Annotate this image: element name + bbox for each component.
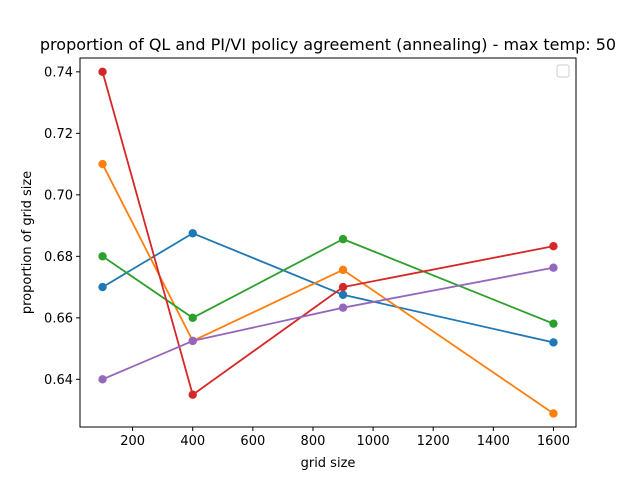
- data-point: [98, 159, 107, 169]
- plot-frame: [79, 57, 577, 428]
- x-axis-label: grid size: [301, 456, 356, 471]
- y-tick-label: 0.70: [44, 188, 73, 203]
- data-point: [338, 234, 348, 244]
- data-point: [98, 375, 107, 384]
- data-point: [98, 282, 107, 292]
- x-tick-label: 1200: [417, 434, 450, 449]
- series-line: [101, 266, 555, 381]
- y-tick-label: 0.74: [44, 65, 73, 80]
- x-ticks: 200 400 600 800 1000 1200 1400 1600: [120, 427, 570, 449]
- data-point: [98, 252, 107, 261]
- data-point: [98, 67, 107, 77]
- data-point: [188, 390, 197, 399]
- legend-box: [556, 64, 570, 78]
- data-point: [188, 336, 197, 346]
- series-line: [101, 238, 555, 325]
- data-point: [549, 409, 558, 418]
- y-tick-label: 0.66: [44, 311, 73, 326]
- data-point: [549, 319, 558, 328]
- y-ticks: 0.64 0.66 0.68 0.70 0.72 0.74: [44, 65, 80, 388]
- x-tick-label: 200: [120, 434, 145, 449]
- series-layer: [98, 67, 558, 418]
- data-point: [338, 265, 348, 275]
- series-4: [98, 67, 558, 399]
- series-3: [98, 234, 558, 328]
- axes-layer: [79, 57, 577, 428]
- series-5: [98, 263, 558, 384]
- x-tick-label: 600: [240, 434, 265, 449]
- x-tick-label: 1400: [477, 434, 510, 449]
- data-point: [338, 303, 348, 312]
- y-tick-label: 0.64: [44, 373, 73, 388]
- x-tick-label: 1000: [357, 434, 390, 449]
- data-point: [188, 313, 197, 323]
- data-point: [549, 241, 558, 251]
- data-point: [549, 263, 558, 272]
- x-tick-label: 400: [180, 434, 205, 449]
- y-axis-label: proportion of grid size: [20, 171, 35, 314]
- data-point: [549, 338, 558, 347]
- y-tick-label: 0.72: [44, 127, 73, 142]
- data-point: [338, 282, 348, 292]
- x-tick-label: 800: [301, 434, 326, 449]
- series-1: [98, 229, 558, 347]
- series-line: [101, 70, 555, 396]
- data-point: [338, 290, 348, 299]
- data-point: [188, 229, 197, 238]
- x-tick-label: 1600: [537, 434, 570, 449]
- y-tick-label: 0.68: [44, 250, 73, 265]
- chart-title: proportion of QL and PI/VI policy agreem…: [40, 35, 616, 54]
- series-line: [101, 232, 555, 344]
- series-line: [101, 162, 555, 415]
